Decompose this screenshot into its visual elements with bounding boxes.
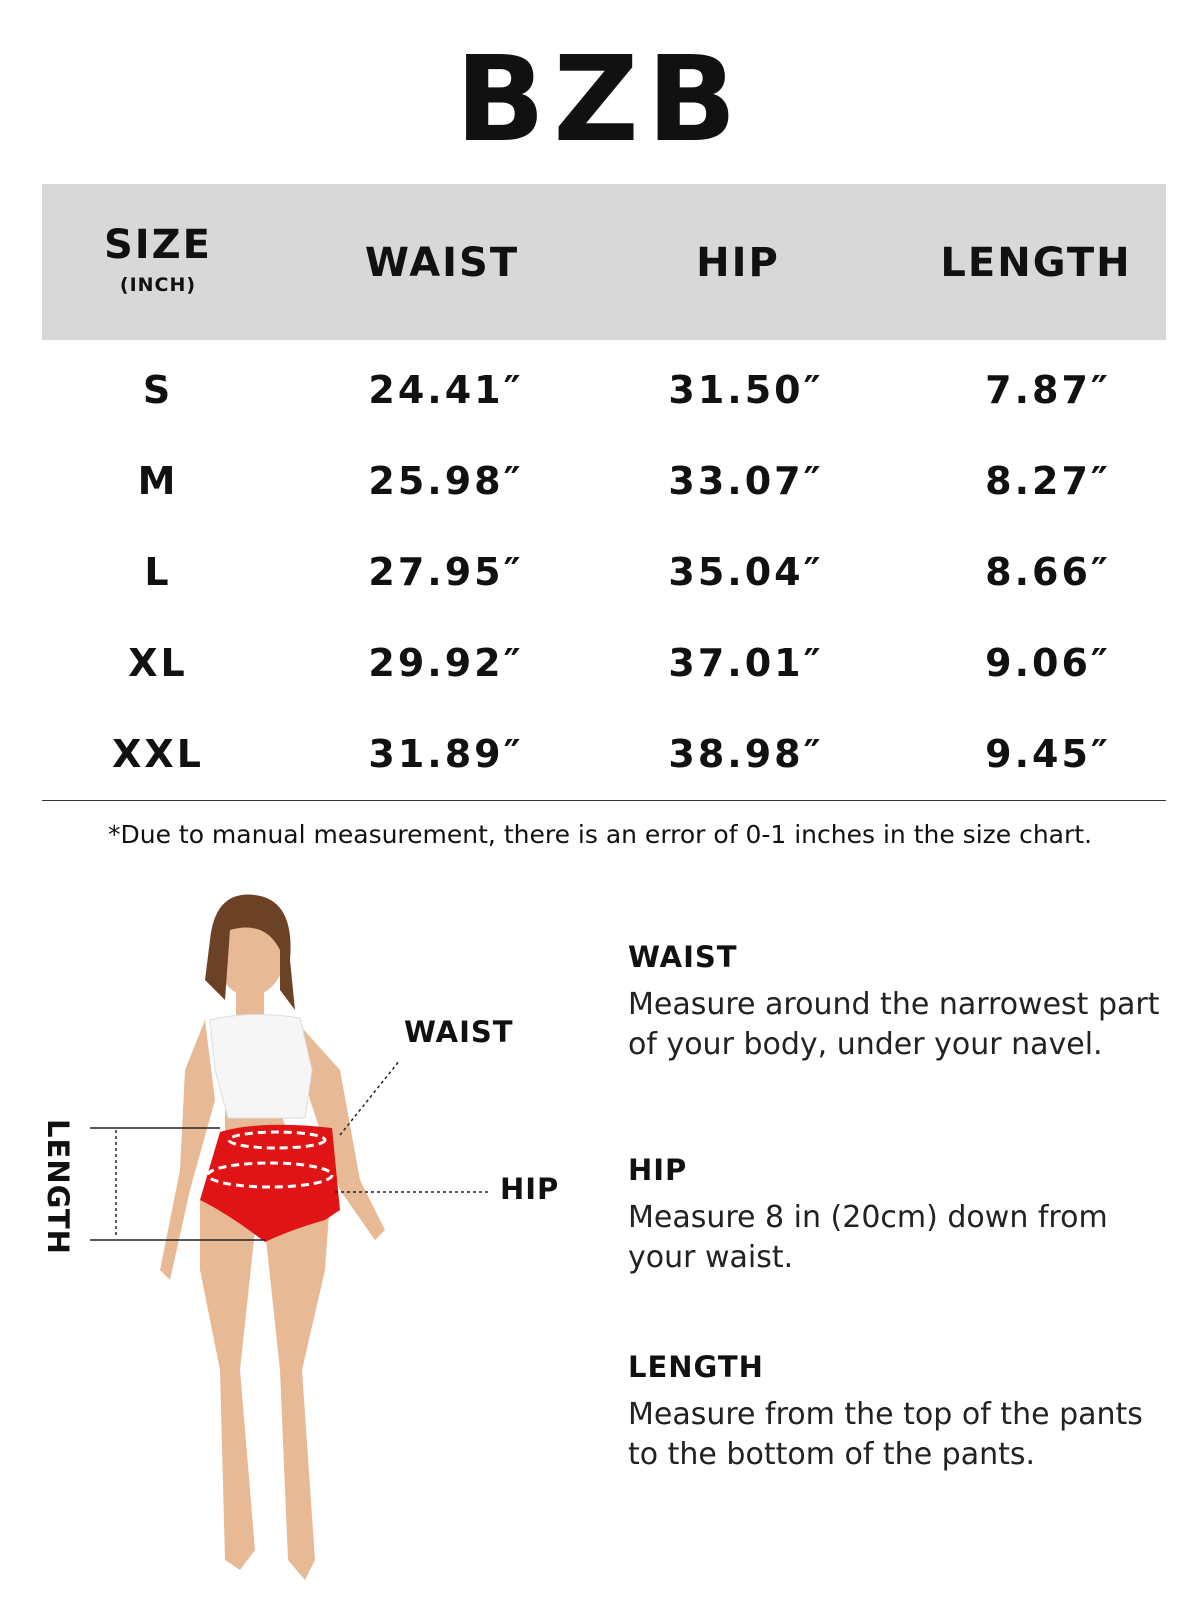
cell-hip: 38.98″ bbox=[668, 732, 824, 776]
guide-waist-text: Measure around the narrowest part of you… bbox=[628, 987, 1160, 1062]
table-bottom-rule bbox=[42, 800, 1166, 801]
cell-hip: 37.01″ bbox=[668, 641, 824, 685]
cell-size: XL bbox=[128, 641, 188, 685]
cell-length: 9.06″ bbox=[985, 641, 1111, 685]
figure-hip-label: HIP bbox=[500, 1172, 560, 1206]
model-figure bbox=[90, 894, 490, 1580]
cell-length: 8.66″ bbox=[985, 550, 1111, 594]
cell-size: M bbox=[137, 459, 179, 503]
cell-waist: 24.41″ bbox=[368, 368, 524, 412]
header-length: LENGTH bbox=[940, 240, 1132, 286]
cell-length: 9.45″ bbox=[985, 732, 1111, 776]
cell-length: 7.87″ bbox=[985, 368, 1111, 412]
measurement-note: *Due to manual measurement, there is an … bbox=[107, 820, 1093, 849]
cell-size: L bbox=[144, 550, 172, 594]
cell-waist: 31.89″ bbox=[368, 732, 524, 776]
header-hip: HIP bbox=[696, 240, 780, 286]
cell-hip: 33.07″ bbox=[668, 459, 824, 503]
brand-logo: BZB bbox=[455, 30, 745, 168]
header-waist: WAIST bbox=[364, 240, 520, 286]
guide-hip-title: HIP bbox=[628, 1153, 688, 1187]
cell-waist: 25.98″ bbox=[368, 459, 524, 503]
header-size: SIZE (INCH) bbox=[103, 222, 213, 296]
table-header bbox=[42, 184, 1166, 340]
cell-length: 8.27″ bbox=[985, 459, 1111, 503]
figure-waist-label: WAIST bbox=[404, 1015, 514, 1049]
cell-waist: 27.95″ bbox=[368, 550, 524, 594]
cell-hip: 31.50″ bbox=[668, 368, 824, 412]
guide-waist-title: WAIST bbox=[628, 940, 738, 974]
guide-hip-text: Measure 8 in (20cm) down from your waist… bbox=[628, 1200, 1108, 1275]
figure-length-label: LENGTH bbox=[40, 1119, 75, 1255]
cell-hip: 35.04″ bbox=[668, 550, 824, 594]
guide-length-title: LENGTH bbox=[628, 1350, 764, 1384]
cell-waist: 29.92″ bbox=[368, 641, 524, 685]
cell-size: XXL bbox=[112, 732, 204, 776]
header-size-unit: (INCH) bbox=[119, 274, 197, 296]
cell-size: S bbox=[142, 368, 174, 412]
guide-length-text: Measure from the top of the pants to the… bbox=[628, 1397, 1143, 1472]
